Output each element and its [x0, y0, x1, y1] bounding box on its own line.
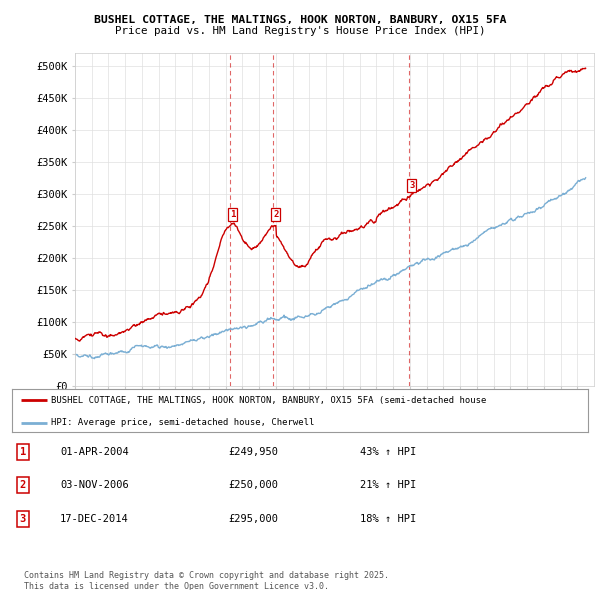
Text: 1: 1 [230, 210, 235, 219]
Text: £295,000: £295,000 [228, 514, 278, 524]
Text: Price paid vs. HM Land Registry's House Price Index (HPI): Price paid vs. HM Land Registry's House … [115, 26, 485, 36]
Text: 03-NOV-2006: 03-NOV-2006 [60, 480, 129, 490]
Text: 2: 2 [273, 210, 278, 219]
Text: BUSHEL COTTAGE, THE MALTINGS, HOOK NORTON, BANBURY, OX15 5FA: BUSHEL COTTAGE, THE MALTINGS, HOOK NORTO… [94, 15, 506, 25]
Text: 43% ↑ HPI: 43% ↑ HPI [360, 447, 416, 457]
Text: BUSHEL COTTAGE, THE MALTINGS, HOOK NORTON, BANBURY, OX15 5FA (semi-detached hous: BUSHEL COTTAGE, THE MALTINGS, HOOK NORTO… [51, 395, 487, 405]
Text: 17-DEC-2014: 17-DEC-2014 [60, 514, 129, 524]
Text: 2: 2 [20, 480, 26, 490]
Text: Contains HM Land Registry data © Crown copyright and database right 2025.
This d: Contains HM Land Registry data © Crown c… [24, 571, 389, 590]
Text: £249,950: £249,950 [228, 447, 278, 457]
Text: 3: 3 [20, 514, 26, 524]
Text: 21% ↑ HPI: 21% ↑ HPI [360, 480, 416, 490]
Text: HPI: Average price, semi-detached house, Cherwell: HPI: Average price, semi-detached house,… [51, 418, 314, 427]
Text: 1: 1 [20, 447, 26, 457]
Text: 18% ↑ HPI: 18% ↑ HPI [360, 514, 416, 524]
Text: 3: 3 [409, 181, 415, 191]
Text: 01-APR-2004: 01-APR-2004 [60, 447, 129, 457]
Text: £250,000: £250,000 [228, 480, 278, 490]
